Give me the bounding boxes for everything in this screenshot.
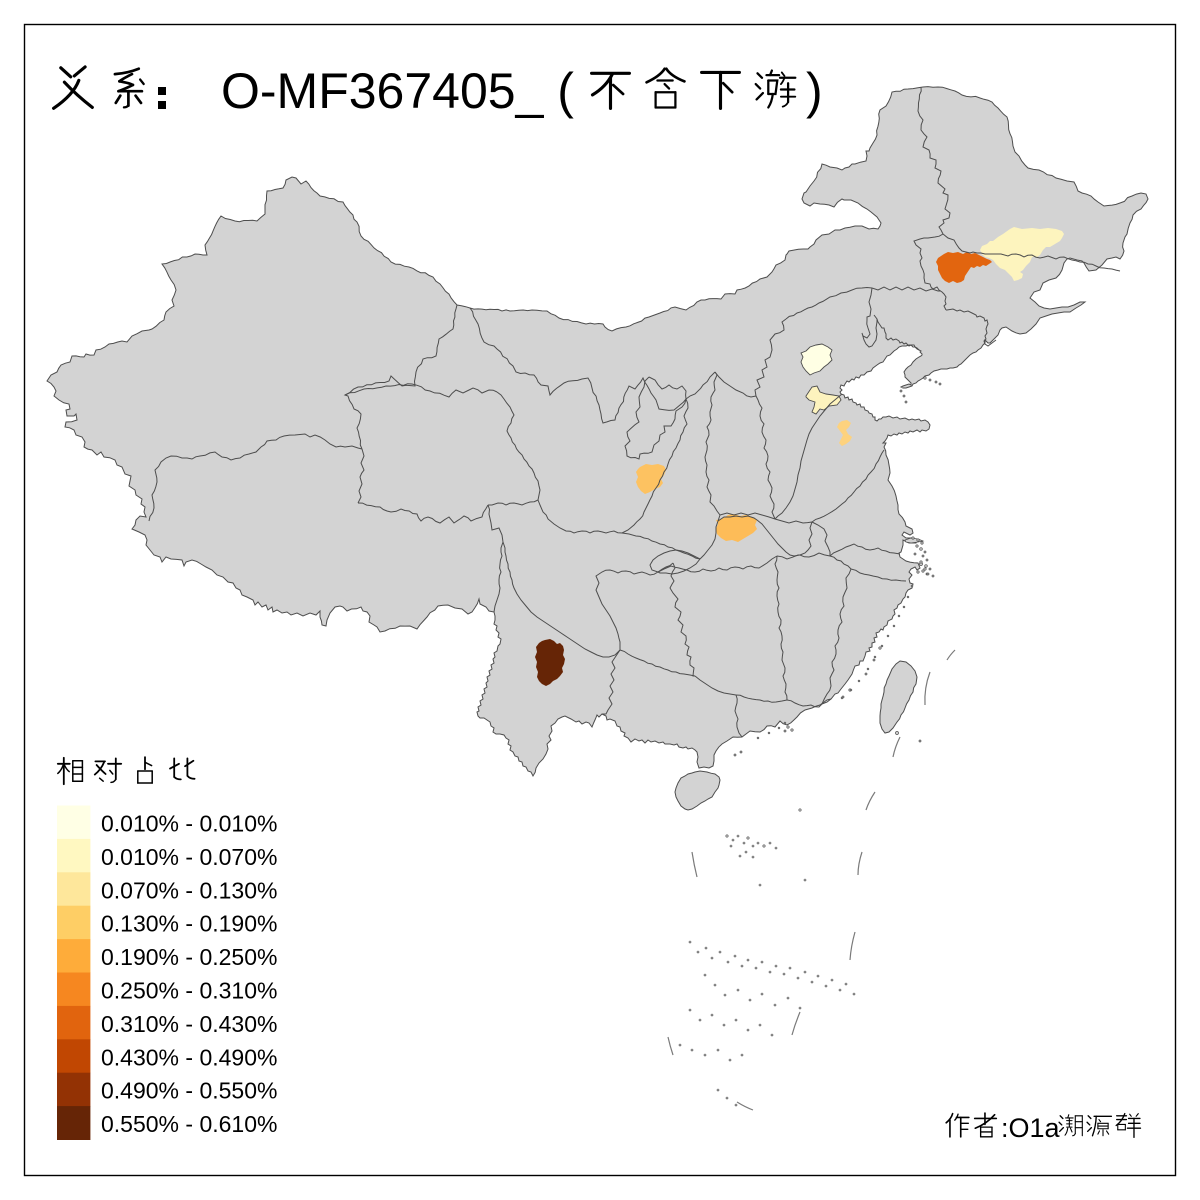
svg-text:0.130% - 0.190%: 0.130% - 0.190%	[101, 911, 277, 937]
svg-text:0.010% - 0.070%: 0.010% - 0.070%	[101, 844, 277, 870]
svg-text:O-MF367405_ (: O-MF367405_ (	[221, 63, 574, 119]
svg-text:0.070% - 0.130%: 0.070% - 0.130%	[101, 877, 277, 903]
svg-text:): )	[806, 63, 823, 119]
svg-text:0.190% - 0.250%: 0.190% - 0.250%	[101, 944, 277, 970]
svg-text:0.310% - 0.430%: 0.310% - 0.430%	[101, 1011, 277, 1037]
svg-text:0.550% - 0.610%: 0.550% - 0.610%	[101, 1111, 277, 1137]
svg-text:0.490% - 0.550%: 0.490% - 0.550%	[101, 1078, 277, 1104]
svg-text::O1a: :O1a	[1001, 1113, 1061, 1143]
svg-text:0.430% - 0.490%: 0.430% - 0.490%	[101, 1044, 277, 1070]
svg-text:0.250% - 0.310%: 0.250% - 0.310%	[101, 978, 277, 1004]
svg-text:0.010% - 0.010%: 0.010% - 0.010%	[101, 811, 277, 837]
